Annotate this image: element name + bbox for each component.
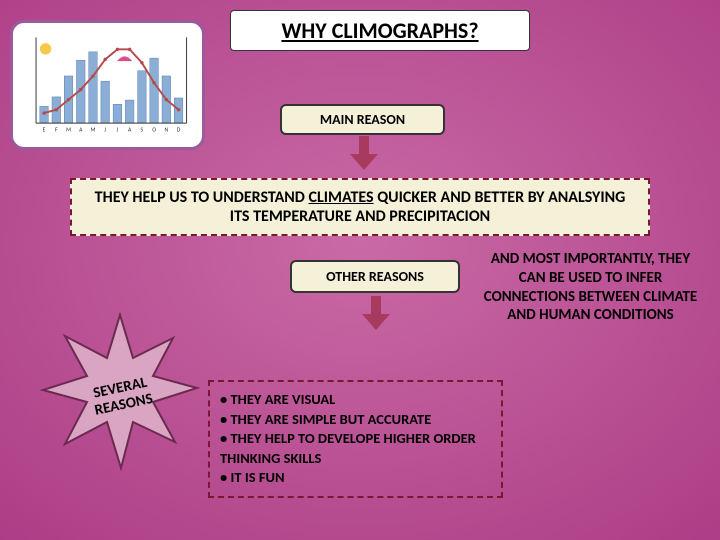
svg-text:E: E [43, 127, 46, 134]
arrow-down-icon [350, 136, 378, 172]
main-explanation-box: THEY HELP US TO UNDERSTAND CLIMATES QUIC… [70, 178, 650, 236]
star-shape: SEVERAL REASONS [35, 310, 205, 480]
title-box: WHY CLIMOGRAPHS? [230, 10, 530, 51]
importance-text: AND MOST IMPORTANTLY, THEY CAN BE USED T… [478, 250, 703, 325]
bullet-item: • IT IS FUN [220, 468, 491, 488]
svg-text:M: M [91, 127, 96, 134]
svg-text:F: F [55, 127, 58, 134]
svg-text:D: D [177, 127, 181, 134]
svg-text:M: M [66, 127, 71, 134]
main-reason-label-box: MAIN REASON [280, 104, 445, 135]
bullet-reasons-box: • THEY ARE VISUAL • THEY ARE SIMPLE BUT … [208, 380, 503, 498]
svg-text:N: N [164, 127, 168, 134]
other-reasons-label-box: OTHER REASONS [290, 260, 460, 293]
svg-text:O: O [152, 127, 156, 134]
bullet-item: • THEY HELP TO DEVELOPE HIGHER ORDER THI… [220, 429, 491, 468]
svg-text:J: J [104, 127, 106, 134]
bullet-item: • THEY ARE SIMPLE BUT ACCURATE [220, 410, 491, 430]
main-reason-label: MAIN REASON [320, 111, 405, 128]
other-reasons-label: OTHER REASONS [326, 268, 424, 285]
bullet-item: • THEY ARE VISUAL [220, 390, 491, 410]
svg-text:S: S [141, 127, 144, 134]
svg-text:J: J [117, 127, 119, 134]
climograph-thumbnail: EFMAMJJASOND [10, 20, 205, 150]
main-text-underlined: CLIMATES [309, 188, 374, 207]
arrow-down-icon [362, 296, 390, 332]
title-text: WHY CLIMOGRAPHS? [281, 17, 478, 44]
climograph-chart: EFMAMJJASOND [17, 27, 198, 143]
main-text-pre: THEY HELP US TO UNDERSTAND [95, 188, 309, 207]
